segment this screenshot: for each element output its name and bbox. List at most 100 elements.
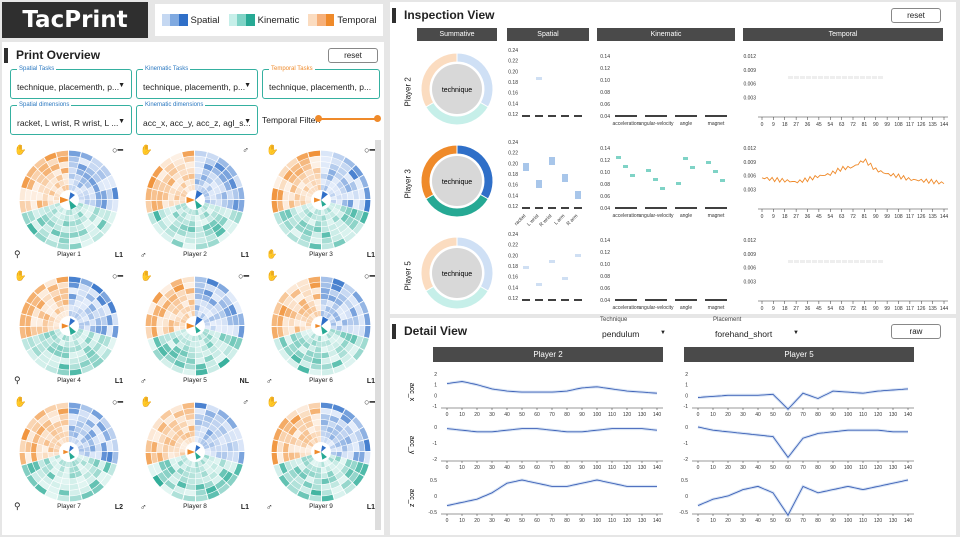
raw-button[interactable]: raw <box>891 324 941 339</box>
hand-icon[interactable]: ✋ <box>140 397 153 408</box>
toggle-icon[interactable]: ○━ <box>364 145 375 155</box>
temporal-y-tick: 0.003 <box>743 187 756 193</box>
glyph-cell <box>330 326 337 330</box>
glyph-cell <box>215 452 222 459</box>
inspection-row-label: Player 5 <box>403 261 413 291</box>
player-card[interactable]: ✋ ○━ ♂ Player 5 NL <box>136 268 254 390</box>
glyph-cell <box>145 200 153 213</box>
glyph-cell <box>359 175 369 188</box>
glyph-cell <box>56 402 69 410</box>
glyph-cell <box>180 454 187 460</box>
toggle-icon[interactable]: ○━ <box>112 145 123 155</box>
glyph-cell <box>43 331 51 340</box>
player-card[interactable]: ✋ ○━ ♂ Player 6 L1 <box>262 268 380 390</box>
glyph-cell <box>46 307 54 316</box>
detail-x-tick: 40 <box>504 465 510 471</box>
glyph-cell <box>106 200 113 211</box>
glyph-cell <box>297 364 310 374</box>
glyph-cell <box>349 433 358 443</box>
glyph-cell <box>42 326 49 333</box>
player-card[interactable]: ✋ ○━ ⚲ Player 1 L1 <box>10 142 128 264</box>
temporal-filter-slider[interactable] <box>315 115 381 122</box>
kinematic-dimensions-select[interactable]: Kinematic dimensions acc_x, acc_y, acc_z… <box>136 102 258 135</box>
overview-scrollbar[interactable] <box>375 140 381 530</box>
glyph-cell <box>273 176 283 189</box>
glyph-cell <box>339 312 347 321</box>
glyph-cell <box>332 152 345 162</box>
toggle-icon[interactable]: ○━ <box>364 271 375 281</box>
glyph-cell <box>74 300 82 308</box>
detail-x-tick: 10 <box>710 412 716 418</box>
toggle-icon[interactable]: ○━ <box>112 271 123 281</box>
glyph-cell <box>69 173 76 180</box>
kinematic-box <box>630 174 635 177</box>
kinematic-x-tick: acceleration <box>613 213 640 219</box>
temporal-tasks-select[interactable]: Temporal Tasks technique, placementh, p.… <box>262 66 380 99</box>
glyph-cell <box>330 354 340 363</box>
glyph-cell <box>54 463 62 471</box>
hand-icon[interactable]: ✋ <box>266 397 279 408</box>
glyph-cell <box>208 441 216 448</box>
overview-reset-button[interactable]: reset <box>328 48 378 63</box>
fingerprint-glyph <box>271 402 371 502</box>
glyph-cell <box>69 352 78 359</box>
placement-dropdown[interactable]: Placement forehand_short ▼ <box>713 317 799 339</box>
detail-x-tick: 70 <box>800 465 806 471</box>
glyph-cell <box>79 485 91 494</box>
glyph-petal <box>195 445 201 452</box>
glyph-cell <box>58 237 69 244</box>
hand-icon[interactable]: ✋ <box>140 271 153 282</box>
glyph-cell <box>107 175 117 188</box>
glyph-cell <box>69 368 82 376</box>
player-card[interactable]: ✋ ♂ ♂ Player 8 L1 <box>136 394 254 516</box>
glyph-cell <box>343 357 356 369</box>
glyph-cell <box>160 157 173 169</box>
glyph-cell <box>48 189 56 196</box>
detail-y-tick: 2 <box>685 372 688 378</box>
glyph-cell <box>184 363 195 370</box>
temporal-filter-handle-right[interactable] <box>374 115 381 122</box>
spatial-tasks-select[interactable]: Spatial Tasks technique, placementh, p..… <box>10 66 132 99</box>
glyph-cell <box>202 349 212 357</box>
kinematic-y-tick: 0.10 <box>600 78 610 84</box>
toggle-icon[interactable]: ♂ <box>242 397 249 407</box>
glyph-cell <box>326 218 335 226</box>
glyph-cell <box>76 441 82 447</box>
player-card[interactable]: ✋ ○━ ♂ Player 9 L1 <box>262 394 380 516</box>
glyph-petal <box>195 200 203 210</box>
hand-icon[interactable]: ✋ <box>140 145 153 156</box>
hand-icon[interactable]: ✋ <box>14 271 27 282</box>
glyph-cell <box>69 209 73 216</box>
glyph-cell <box>107 337 117 350</box>
temporal-filter-handle-left[interactable] <box>315 115 322 122</box>
glyph-cell <box>26 178 36 191</box>
toggle-icon[interactable]: ○━ <box>112 397 123 407</box>
technique-dropdown[interactable]: Technique pendulum ▼ <box>600 317 666 339</box>
toggle-icon[interactable]: ○━ <box>364 397 375 407</box>
hand-icon[interactable]: ✋ <box>266 145 279 156</box>
toggle-icon[interactable]: ♂ <box>242 145 249 155</box>
glyph-cell <box>172 307 180 316</box>
player-card[interactable]: ✋ ♂ ♂ Player 2 L1 <box>136 142 254 264</box>
spatial-box <box>549 157 555 165</box>
glyph-cell <box>352 165 364 178</box>
glyph-petal <box>186 196 195 204</box>
temporal-x-tick: 27 <box>793 306 799 312</box>
toggle-icon[interactable]: ○━ <box>238 271 249 281</box>
kinematic-tasks-select[interactable]: Kinematic Tasks technique, placementh, p… <box>136 66 258 99</box>
glyph-cell <box>211 349 222 359</box>
hand-icon[interactable]: ✋ <box>14 397 27 408</box>
hand-icon[interactable]: ✋ <box>266 271 279 282</box>
player-card[interactable]: ✋ ○━ ⚲ Player 4 L1 <box>10 268 128 390</box>
inspection-reset-button[interactable]: reset <box>891 8 941 23</box>
glyph-cell <box>69 220 76 227</box>
player-card[interactable]: ✋ ○━ ✋ Player 3 L1 <box>262 142 380 264</box>
glyph-cell <box>329 337 336 344</box>
glyph-cell <box>152 474 164 487</box>
spatial-dimensions-select[interactable]: Spatial dimensions racket, L wrist, R wr… <box>10 102 132 135</box>
player-card[interactable]: ✋ ○━ ⚲ Player 7 L2 <box>10 394 128 516</box>
glyph-cell <box>195 276 207 284</box>
spatial-y-tick: 0.24 <box>508 48 518 54</box>
glyph-cell <box>340 353 352 364</box>
hand-icon[interactable]: ✋ <box>14 145 27 156</box>
